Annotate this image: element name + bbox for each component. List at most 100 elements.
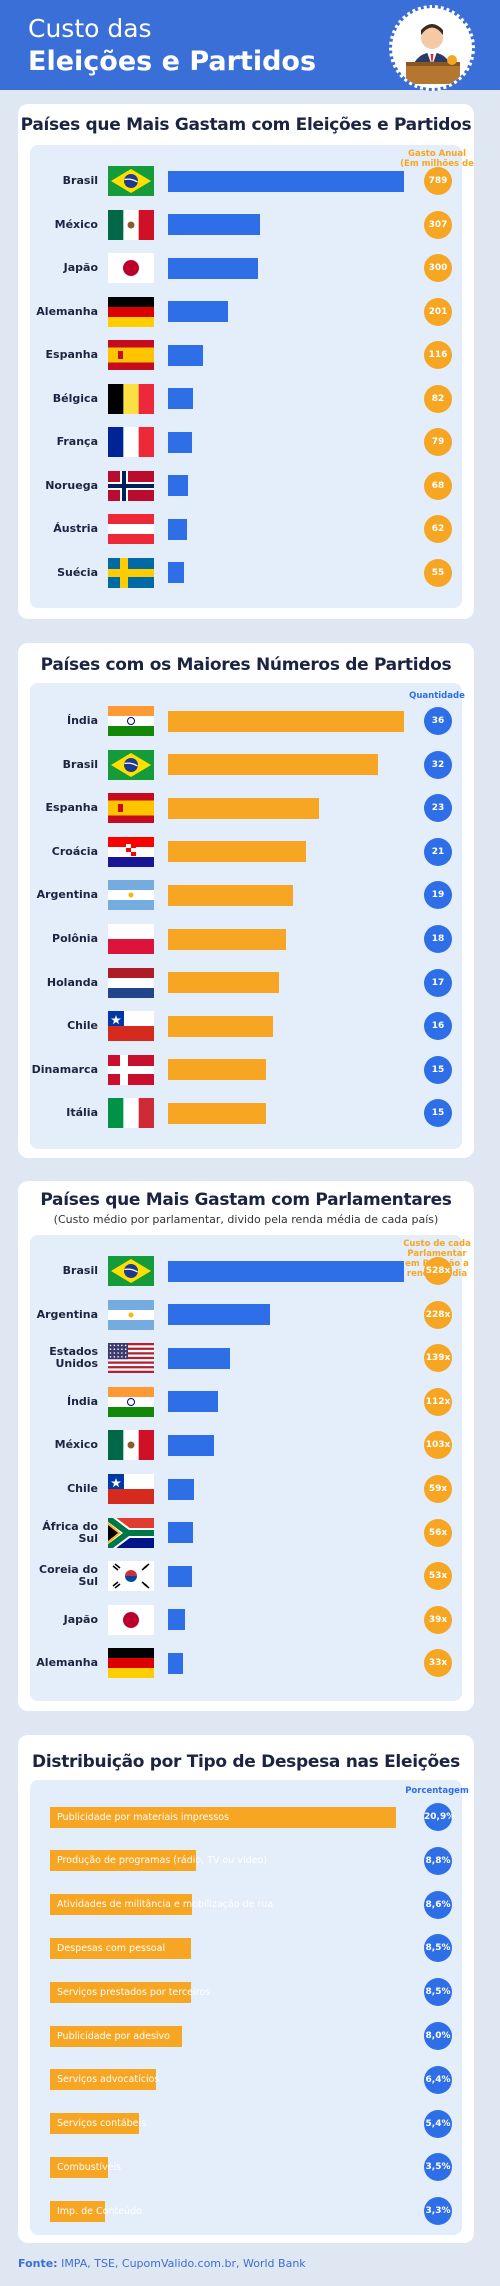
category-label: Dinamarca — [30, 1063, 98, 1076]
category-label: Serviços advocatícios — [57, 2074, 160, 2086]
bar: Serviços prestados por terceiros — [50, 1981, 210, 2003]
chart-area: Porcentagem Publicidade por materiais im… — [30, 1780, 469, 2235]
value-label: 33x — [424, 1649, 452, 1678]
value-label: 228x — [424, 1300, 452, 1329]
category-label-line: Brasil — [62, 1264, 98, 1277]
category-label: Brasil — [30, 1265, 98, 1277]
politician-logo-icon — [389, 5, 475, 91]
panel-title: Países com os Maiores Números de Partido… — [40, 655, 452, 675]
bar — [168, 431, 192, 453]
bar — [168, 1652, 183, 1674]
value-label: 112x — [424, 1387, 452, 1416]
category-label: Despesas com pessoal — [57, 1942, 166, 1954]
bar — [168, 1304, 270, 1326]
category-label-line: Coreia do — [39, 1563, 98, 1577]
category-label: Índia — [30, 1394, 98, 1408]
category-label-line: Alemanha — [36, 1656, 98, 1670]
value-label: 39x — [424, 1605, 452, 1634]
category-label-line: Sul — [78, 1531, 98, 1545]
bar — [168, 1522, 194, 1544]
category-label: México — [30, 217, 98, 231]
category-label: Serviços contábeis — [57, 2118, 147, 2130]
category-label-line: Sul — [78, 1575, 98, 1589]
bar — [168, 1478, 195, 1500]
bar — [168, 1347, 231, 1369]
category-label-line: Índia — [67, 1394, 98, 1408]
category-label: Polônia — [30, 933, 98, 945]
mexico-flag-icon — [108, 1430, 154, 1461]
bar — [168, 344, 203, 366]
argentina-flag-icon — [108, 1299, 154, 1330]
category-label: Brasil — [30, 175, 98, 187]
panel-spending: Países que Mais Gastam com Eleições e Pa… — [18, 104, 474, 619]
bar: Imp. de Conteúdo — [50, 2200, 142, 2222]
value-label: 8,6% — [424, 1890, 452, 1919]
category-label-line: Brasil — [62, 757, 98, 771]
category-label-line: Polônia — [52, 932, 98, 945]
value-label: 201 — [424, 297, 452, 326]
category-label-line: México — [54, 1438, 98, 1452]
value-label: 23 — [424, 794, 452, 823]
category-label: Noruega — [30, 479, 98, 492]
category-label: França — [30, 436, 98, 448]
value-label: 56x — [424, 1518, 452, 1547]
category-label-line: Argentina — [36, 1307, 98, 1321]
chile-flag-icon — [108, 1474, 154, 1504]
category-label: Japão — [30, 262, 98, 274]
bar — [168, 388, 193, 409]
category-label-line: Áustria — [53, 522, 98, 535]
category-label-line: Holanda — [46, 975, 98, 989]
category-label: Publicidade por materiais impressos — [57, 1811, 230, 1823]
category-label: Argentina — [30, 1307, 98, 1321]
bar: Produção de programas (rádio, TV ou víde… — [50, 1850, 267, 1872]
bar — [168, 1609, 186, 1631]
category-label-line: França — [56, 435, 98, 448]
bar — [168, 841, 306, 863]
category-label-line: Bélgica — [52, 391, 98, 405]
legend-label: Quantidade — [409, 691, 465, 701]
category-label: Alemanha — [30, 1657, 98, 1669]
category-label: Argentina — [30, 889, 98, 901]
bar — [168, 928, 286, 950]
value-label: 15 — [424, 1055, 452, 1084]
header: Custo das Eleições e Partidos — [0, 0, 500, 91]
category-label-line: Brasil — [62, 174, 98, 187]
category-label-line: Chile — [67, 1482, 98, 1495]
panel-expenses: Distribuição por Tipo de Despesa nas Ele… — [18, 1735, 474, 2243]
netherlands-flag-icon — [108, 967, 154, 998]
value-label: 15 — [424, 1099, 452, 1128]
austria-flag-icon — [108, 514, 154, 544]
value-label: 36 — [424, 707, 452, 735]
value-label: 82 — [424, 384, 452, 413]
bar — [168, 562, 185, 583]
southafrica-flag-icon — [108, 1517, 154, 1548]
bar — [168, 1260, 404, 1282]
value-label: 3,3% — [424, 2197, 452, 2226]
category-label-line: Suécia — [57, 565, 98, 579]
category-label-line: África do — [42, 1519, 98, 1533]
sweden-flag-icon — [108, 557, 154, 588]
source-label: Fonte: — [18, 2257, 58, 2270]
france-flag-icon — [108, 427, 154, 457]
value-label: 53x — [424, 1562, 452, 1591]
category-label: Alemanha — [30, 305, 98, 318]
brazil-flag-icon — [108, 749, 154, 780]
bar: Publicidade por adesivo — [50, 2025, 183, 2047]
value-label: 68 — [424, 471, 452, 500]
value-label: 18 — [424, 925, 452, 953]
category-label: Índia — [30, 715, 98, 727]
bar — [168, 1102, 267, 1124]
bar — [168, 754, 378, 776]
category-label: Suécia — [30, 565, 98, 579]
category-label-line: Estados — [49, 1345, 98, 1359]
chart-area: Quantidade Índia 36 Brasil 32 Espanha 23 Croác… — [30, 683, 465, 1149]
germany-flag-icon — [108, 1648, 154, 1679]
panel-title: Países que Mais Gastam com Eleições e Pa… — [20, 115, 472, 135]
bar — [168, 301, 229, 322]
value-label: 139x — [424, 1344, 452, 1373]
korea-flag-icon — [108, 1561, 154, 1592]
mexico-flag-icon — [108, 209, 154, 240]
category-label-line: México — [54, 217, 98, 231]
bar — [168, 1565, 192, 1587]
japan-flag-icon — [108, 253, 154, 283]
